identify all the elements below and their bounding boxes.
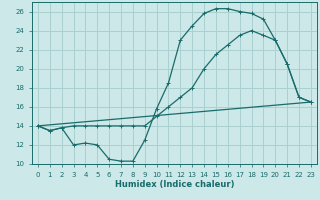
X-axis label: Humidex (Indice chaleur): Humidex (Indice chaleur) [115,180,234,189]
